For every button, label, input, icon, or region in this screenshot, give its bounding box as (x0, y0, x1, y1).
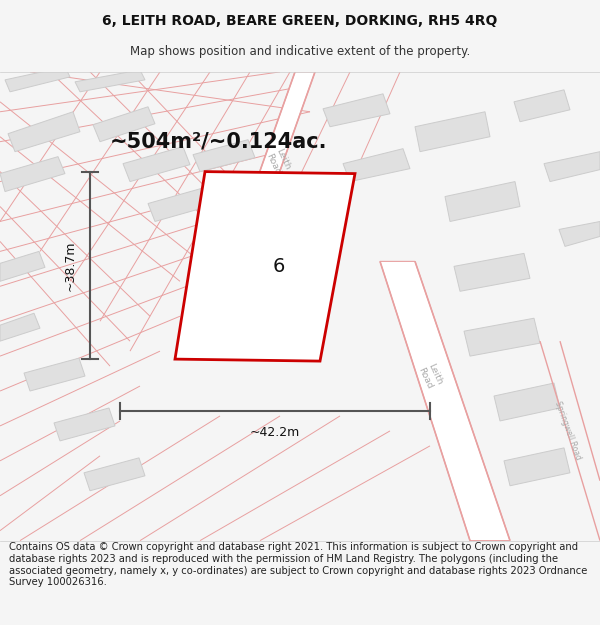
Polygon shape (175, 172, 355, 361)
Polygon shape (218, 194, 280, 226)
Polygon shape (235, 72, 315, 241)
Polygon shape (454, 253, 530, 291)
Polygon shape (514, 90, 570, 122)
Polygon shape (253, 300, 318, 331)
Polygon shape (8, 112, 80, 152)
Polygon shape (494, 383, 560, 421)
Polygon shape (343, 149, 410, 182)
Polygon shape (123, 147, 190, 182)
Text: Leith
Road: Leith Road (265, 148, 292, 176)
Polygon shape (504, 448, 570, 486)
Polygon shape (75, 70, 145, 92)
Polygon shape (380, 261, 510, 541)
Polygon shape (445, 182, 520, 221)
Polygon shape (0, 251, 45, 281)
Polygon shape (415, 112, 490, 152)
Text: ~42.2m: ~42.2m (250, 426, 300, 439)
Text: Leith
Road: Leith Road (416, 362, 443, 391)
Text: 6, LEITH ROAD, BEARE GREEN, DORKING, RH5 4RQ: 6, LEITH ROAD, BEARE GREEN, DORKING, RH5… (103, 14, 497, 28)
Text: Springwell Road: Springwell Road (553, 400, 583, 461)
Polygon shape (148, 187, 215, 221)
Polygon shape (544, 152, 600, 182)
Polygon shape (243, 246, 305, 276)
Text: ~504m²/~0.124ac.: ~504m²/~0.124ac. (110, 132, 328, 152)
Polygon shape (0, 157, 65, 191)
Polygon shape (84, 458, 145, 491)
Polygon shape (24, 358, 85, 391)
Polygon shape (464, 318, 540, 356)
Text: Map shows position and indicative extent of the property.: Map shows position and indicative extent… (130, 44, 470, 58)
Text: ~38.7m: ~38.7m (64, 240, 77, 291)
Polygon shape (559, 221, 600, 246)
Polygon shape (193, 140, 255, 172)
Text: 6: 6 (272, 257, 285, 276)
Text: Contains OS data © Crown copyright and database right 2021. This information is : Contains OS data © Crown copyright and d… (9, 542, 587, 587)
Polygon shape (54, 408, 115, 441)
Polygon shape (5, 67, 70, 92)
Polygon shape (323, 94, 390, 127)
Polygon shape (93, 107, 155, 142)
Polygon shape (0, 313, 40, 341)
